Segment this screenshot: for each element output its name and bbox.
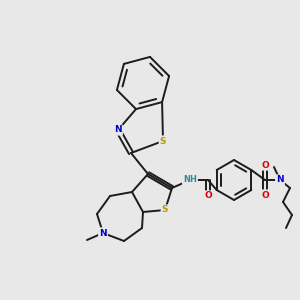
Text: NH: NH: [183, 176, 197, 184]
Text: S: S: [162, 206, 168, 214]
Text: N: N: [276, 176, 284, 184]
Text: O: O: [204, 191, 212, 200]
Text: N: N: [114, 125, 122, 134]
Text: N: N: [99, 229, 107, 238]
Text: O: O: [261, 160, 269, 169]
Text: O: O: [261, 190, 269, 200]
Text: S: S: [160, 136, 166, 146]
